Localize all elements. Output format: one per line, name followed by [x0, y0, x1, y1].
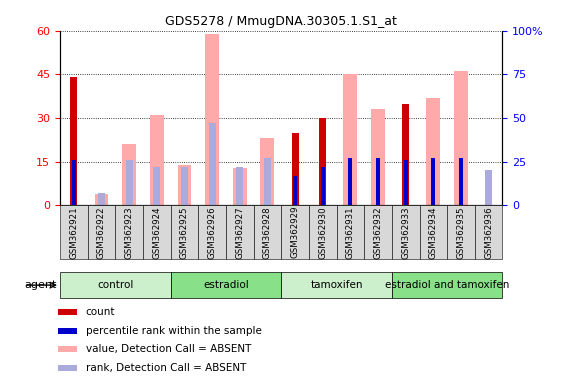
FancyBboxPatch shape: [115, 205, 143, 259]
FancyBboxPatch shape: [198, 205, 226, 259]
FancyBboxPatch shape: [392, 205, 420, 259]
Text: estradiol and tamoxifen: estradiol and tamoxifen: [385, 280, 509, 290]
Bar: [95, 194, 108, 205]
Bar: [343, 74, 357, 205]
FancyBboxPatch shape: [171, 272, 282, 298]
FancyBboxPatch shape: [171, 205, 198, 259]
Text: GSM362932: GSM362932: [373, 206, 383, 258]
FancyBboxPatch shape: [87, 205, 115, 259]
FancyBboxPatch shape: [447, 205, 475, 259]
Text: GSM362929: GSM362929: [291, 206, 300, 258]
Text: GSM362925: GSM362925: [180, 206, 189, 258]
Bar: [98, 193, 105, 205]
Bar: [72, 160, 76, 205]
Text: GSM362930: GSM362930: [318, 206, 327, 258]
Text: GSM362933: GSM362933: [401, 206, 410, 258]
FancyBboxPatch shape: [282, 272, 392, 298]
Bar: [205, 34, 219, 205]
Bar: [208, 123, 215, 205]
FancyBboxPatch shape: [143, 205, 171, 259]
FancyBboxPatch shape: [364, 205, 392, 259]
Text: GSM362927: GSM362927: [235, 206, 244, 258]
Bar: [260, 139, 274, 205]
Bar: [292, 132, 299, 205]
Bar: [404, 160, 408, 205]
Text: GSM362924: GSM362924: [152, 206, 161, 258]
Bar: [233, 167, 247, 205]
Bar: [122, 144, 136, 205]
Bar: [371, 109, 385, 205]
Bar: [454, 71, 468, 205]
FancyBboxPatch shape: [336, 205, 364, 259]
Title: GDS5278 / MmugDNA.30305.1.S1_at: GDS5278 / MmugDNA.30305.1.S1_at: [165, 15, 397, 28]
FancyBboxPatch shape: [254, 205, 282, 259]
Bar: [236, 167, 243, 205]
Bar: [150, 115, 164, 205]
Bar: [321, 167, 325, 205]
Bar: [459, 158, 463, 205]
FancyBboxPatch shape: [309, 205, 336, 259]
FancyBboxPatch shape: [60, 205, 87, 259]
Bar: [293, 176, 297, 205]
Bar: [58, 346, 78, 353]
Bar: [348, 158, 352, 205]
Bar: [126, 160, 132, 205]
Text: tamoxifen: tamoxifen: [310, 280, 363, 290]
Text: rank, Detection Call = ABSENT: rank, Detection Call = ABSENT: [86, 363, 246, 373]
Bar: [319, 118, 326, 205]
Text: GSM362926: GSM362926: [208, 206, 216, 258]
Text: GSM362923: GSM362923: [124, 206, 134, 258]
Text: GSM362935: GSM362935: [456, 206, 465, 258]
Text: GSM362931: GSM362931: [346, 206, 355, 258]
Text: GSM362934: GSM362934: [429, 206, 438, 258]
Bar: [376, 158, 380, 205]
Bar: [178, 165, 191, 205]
Bar: [58, 365, 78, 371]
Text: agent: agent: [25, 280, 57, 290]
FancyBboxPatch shape: [420, 205, 447, 259]
Text: count: count: [86, 307, 115, 317]
Bar: [427, 98, 440, 205]
Bar: [181, 167, 188, 205]
Bar: [58, 309, 78, 315]
Text: value, Detection Call = ABSENT: value, Detection Call = ABSENT: [86, 344, 251, 354]
Bar: [402, 104, 409, 205]
Bar: [264, 158, 271, 205]
FancyBboxPatch shape: [392, 272, 502, 298]
FancyBboxPatch shape: [475, 205, 502, 259]
Text: GSM362928: GSM362928: [263, 206, 272, 258]
FancyBboxPatch shape: [60, 272, 171, 298]
Text: percentile rank within the sample: percentile rank within the sample: [86, 326, 262, 336]
Text: control: control: [97, 280, 134, 290]
Text: estradiol: estradiol: [203, 280, 249, 290]
Bar: [485, 170, 492, 205]
Text: GSM362922: GSM362922: [97, 206, 106, 258]
FancyBboxPatch shape: [282, 205, 309, 259]
Bar: [431, 158, 436, 205]
Bar: [153, 167, 160, 205]
Bar: [58, 328, 78, 334]
FancyBboxPatch shape: [226, 205, 254, 259]
Text: GSM362936: GSM362936: [484, 206, 493, 258]
Text: GSM362921: GSM362921: [69, 206, 78, 258]
Bar: [70, 77, 77, 205]
